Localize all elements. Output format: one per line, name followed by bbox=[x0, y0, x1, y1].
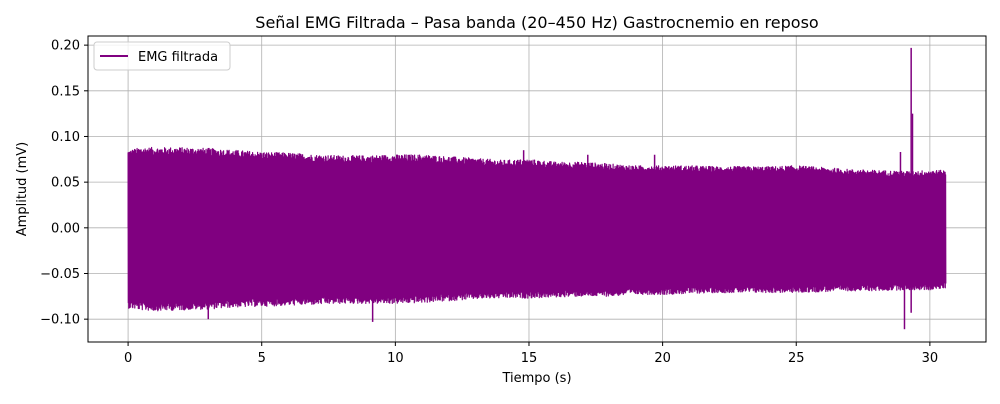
y-tick-label: 0.15 bbox=[51, 84, 80, 99]
x-tick-label: 30 bbox=[922, 351, 939, 366]
y-tick-label: −0.05 bbox=[40, 267, 80, 282]
y-tick-label: 0.20 bbox=[51, 39, 80, 54]
x-tick-label: 10 bbox=[387, 351, 404, 366]
chart-title: Señal EMG Filtrada – Pasa banda (20–450 … bbox=[255, 13, 818, 32]
axes-frame bbox=[87, 35, 987, 343]
tick-layer: 0 5 10 15 20 25 30 −0.10 −0.05 0.00 0.05 0.10 0.15 0.… bbox=[40, 39, 938, 366]
y-tick-label: 0.05 bbox=[51, 176, 80, 191]
y-axis-label: Amplitud (mV) bbox=[15, 142, 30, 236]
y-tick-label: 0.10 bbox=[51, 130, 80, 145]
emg-series-line bbox=[127, 146, 947, 312]
x-tick-label: 15 bbox=[521, 351, 538, 366]
x-tick-label: 25 bbox=[788, 351, 805, 366]
x-tick-label: 0 bbox=[124, 351, 132, 366]
plot-layer bbox=[127, 47, 947, 330]
legend-box bbox=[93, 41, 231, 71]
x-axis-label: Tiempo (s) bbox=[501, 371, 571, 386]
x-tick-label: 20 bbox=[654, 351, 671, 366]
y-tick-label: 0.00 bbox=[51, 221, 80, 236]
y-tick-label: −0.10 bbox=[40, 313, 80, 328]
legend-label: EMG filtrada bbox=[138, 50, 218, 65]
x-tick-label: 5 bbox=[258, 351, 266, 366]
legend: EMG filtrada bbox=[93, 41, 231, 71]
